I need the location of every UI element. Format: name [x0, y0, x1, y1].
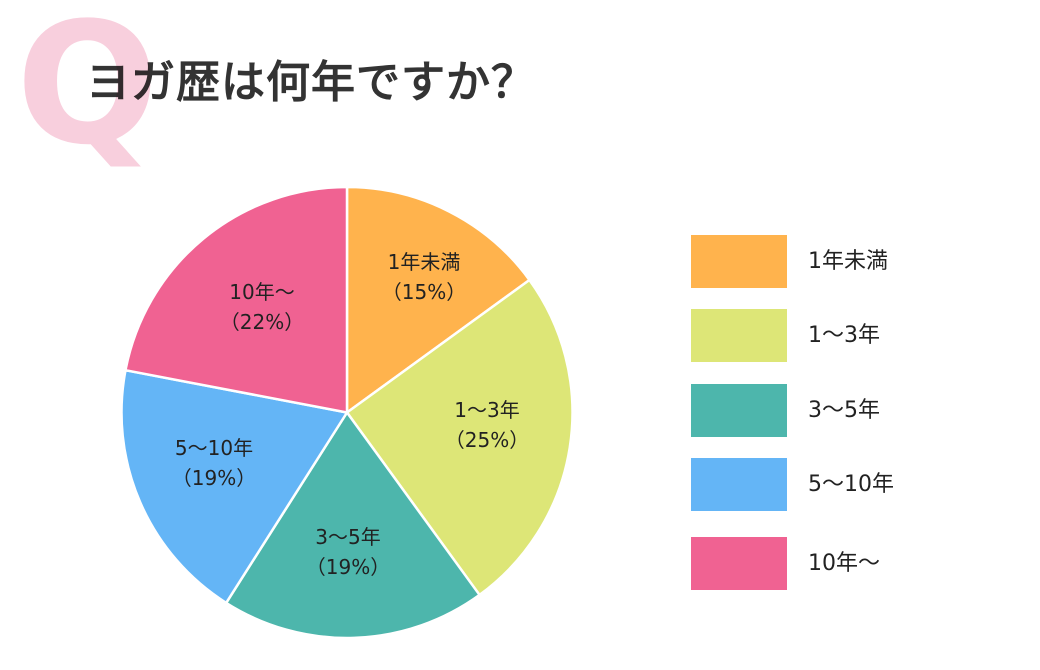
slice-label-1-3-years: 1〜3年 （25%）	[407, 395, 567, 455]
slice-label-percent: （15%）	[381, 280, 467, 304]
legend-swatch	[691, 458, 787, 511]
legend-label: 1〜3年	[808, 323, 880, 348]
slice-label-under-1-year: 1年未満 （15%）	[344, 247, 504, 307]
pie-slice-3-5-years	[224, 411, 481, 640]
legend-swatch	[691, 384, 787, 437]
slice-label-category: 1年未満	[387, 250, 461, 274]
slice-label-category: 3〜5年	[315, 525, 381, 549]
legend-item-5-10-years: 5〜10年	[691, 458, 991, 511]
slice-label-category: 5〜10年	[174, 436, 254, 460]
legend-item-1-3-years: 1〜3年	[691, 309, 991, 362]
header: ヨガ歴は何年ですか？ Q	[0, 0, 700, 180]
page-title: ヨガ歴は何年ですか？	[86, 57, 536, 108]
legend-swatch	[691, 235, 787, 288]
legend-label: 1年未満	[808, 249, 888, 274]
pie-slice-under-1-year	[345, 185, 531, 414]
legend-item-10-plus-years: 10年〜	[691, 537, 991, 590]
slice-label-5-10-years: 5〜10年 （19%）	[134, 433, 294, 493]
slice-label-category: 10年〜	[229, 280, 295, 304]
slice-label-percent: （25%）	[444, 428, 530, 452]
slice-label-10-plus-years: 10年〜 （22%）	[182, 277, 342, 337]
legend-swatch	[691, 309, 787, 362]
legend-item-3-5-years: 3〜5年	[691, 384, 991, 437]
legend-label: 3〜5年	[808, 398, 880, 423]
q-letter-decoration: Q	[16, 0, 159, 182]
pie-slice-1-3-years	[345, 278, 574, 597]
slice-label-percent: （22%）	[219, 310, 305, 334]
pie-slice-10-plus-years	[124, 185, 349, 414]
legend-item-under-1-year: 1年未満	[691, 235, 991, 288]
slice-label-percent: （19%）	[171, 466, 257, 490]
pie-slices	[120, 185, 574, 640]
slice-label-percent: （19%）	[305, 555, 391, 579]
slice-label-3-5-years: 3〜5年 （19%）	[268, 522, 428, 582]
legend-label: 10年〜	[808, 551, 880, 576]
legend-label: 5〜10年	[808, 472, 894, 497]
legend-swatch	[691, 537, 787, 590]
pie-slice-5-10-years	[120, 368, 349, 605]
slice-label-category: 1〜3年	[454, 398, 520, 422]
